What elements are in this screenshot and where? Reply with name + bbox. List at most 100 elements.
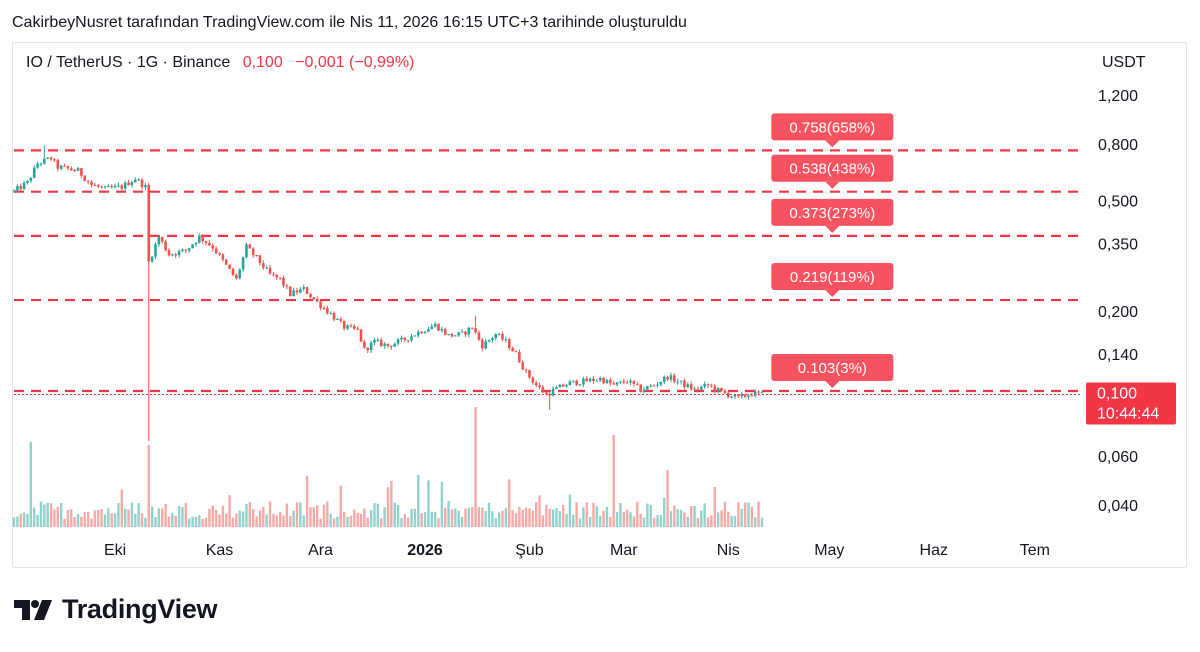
candle-body bbox=[56, 159, 60, 169]
target-label-text: 0.219(119%) bbox=[790, 269, 875, 286]
y-tick-label: 0,500 bbox=[1098, 194, 1138, 211]
candle-body bbox=[255, 255, 258, 257]
volume-bar bbox=[676, 509, 679, 527]
candle-body bbox=[518, 351, 521, 363]
volume-bar bbox=[228, 495, 231, 527]
volume-bar bbox=[619, 503, 622, 527]
volume-bar bbox=[524, 507, 528, 527]
candle-body bbox=[646, 386, 649, 390]
candle-body bbox=[154, 244, 157, 257]
volume-bar bbox=[679, 509, 683, 527]
symbol-legend[interactable]: IO / TetherUS · 1G · Binance 0,100 −0,00… bbox=[26, 54, 414, 72]
candle-body bbox=[673, 375, 676, 382]
volume-bar bbox=[245, 503, 248, 527]
volume-bar bbox=[319, 518, 322, 527]
candle-body bbox=[548, 393, 551, 396]
candle-body bbox=[86, 180, 90, 182]
candle-body bbox=[649, 385, 653, 387]
volume-bar bbox=[427, 480, 430, 527]
volume-bar bbox=[235, 513, 238, 527]
candle-body bbox=[497, 333, 501, 335]
volume-bar bbox=[43, 504, 46, 527]
volume-bar bbox=[309, 507, 312, 527]
candle-body bbox=[359, 329, 363, 342]
volume-bar bbox=[612, 435, 615, 527]
target-label: 0.538(438%) bbox=[771, 154, 894, 189]
volume-bar bbox=[713, 487, 716, 527]
candle-body bbox=[251, 248, 255, 256]
candle-body bbox=[470, 327, 474, 329]
volume-bar bbox=[161, 508, 164, 527]
candle-body bbox=[282, 277, 285, 286]
volume-bar bbox=[548, 508, 551, 527]
candle-body bbox=[107, 186, 110, 188]
x-tick-label: May bbox=[814, 542, 844, 559]
candle-body bbox=[507, 339, 511, 349]
volume-bar bbox=[706, 517, 710, 527]
volume-bar bbox=[167, 516, 171, 527]
volume-bar bbox=[353, 509, 356, 527]
candle-body bbox=[605, 379, 609, 384]
candle-body bbox=[295, 290, 299, 293]
candle-body bbox=[538, 385, 541, 388]
volume-bar bbox=[467, 507, 471, 527]
candle-body bbox=[669, 375, 673, 380]
volume-bar bbox=[572, 514, 575, 527]
volume-bar bbox=[730, 515, 733, 527]
candle-body bbox=[59, 165, 63, 169]
candle-body bbox=[545, 392, 548, 394]
volume-bar bbox=[693, 505, 696, 527]
volume-bar bbox=[221, 505, 225, 527]
x-tick-label: Haz bbox=[920, 542, 948, 559]
candle-body bbox=[720, 387, 723, 391]
volume-bar bbox=[457, 510, 460, 527]
target-label-text: 0.103(3%) bbox=[798, 360, 867, 377]
candle-body bbox=[373, 339, 376, 343]
volume-bar bbox=[703, 503, 706, 527]
candle-body bbox=[464, 331, 467, 335]
tradingview-logo-icon bbox=[14, 599, 52, 620]
candle-body bbox=[133, 179, 137, 183]
target-label-text: 0.758(658%) bbox=[789, 119, 875, 136]
volume-bar bbox=[83, 511, 86, 527]
volume-bar bbox=[59, 502, 63, 527]
candle-body bbox=[491, 338, 494, 341]
volume-bar bbox=[622, 511, 626, 527]
volume-bar bbox=[568, 494, 572, 527]
volume-bar bbox=[117, 503, 120, 527]
candle-body bbox=[224, 259, 228, 265]
candle-body bbox=[561, 384, 565, 387]
candle-body bbox=[737, 394, 740, 397]
volume-bar bbox=[255, 516, 258, 527]
candle-body bbox=[679, 380, 683, 382]
candle-body bbox=[29, 177, 33, 181]
symbol-name: IO / TetherUS · 1G · Binance bbox=[26, 54, 231, 71]
candle-body bbox=[757, 391, 760, 393]
volume-bar bbox=[625, 509, 629, 527]
tradingview-logo[interactable]: TradingView bbox=[14, 594, 218, 625]
candle-body bbox=[578, 384, 582, 386]
volume-bar bbox=[538, 495, 541, 527]
volume-bar bbox=[63, 518, 66, 527]
candle-body bbox=[228, 264, 231, 269]
volume-bar bbox=[80, 517, 83, 527]
candle-body bbox=[662, 376, 666, 382]
candle-body bbox=[747, 395, 750, 397]
x-tick-label: Şub bbox=[515, 542, 544, 559]
volume-bar bbox=[669, 511, 673, 527]
candle-body bbox=[413, 335, 417, 337]
y-tick-label: 0,140 bbox=[1098, 347, 1138, 364]
candle-body bbox=[379, 339, 383, 346]
volume-bar bbox=[110, 513, 113, 527]
candle-body bbox=[524, 369, 528, 371]
target-label-pointer bbox=[825, 225, 840, 233]
volume-bar bbox=[305, 475, 309, 527]
volume-bar bbox=[56, 506, 59, 527]
volume-bar bbox=[123, 508, 127, 527]
candle-body bbox=[366, 347, 370, 351]
candle-body bbox=[400, 337, 403, 340]
target-label-box bbox=[771, 263, 894, 291]
volume-bar bbox=[659, 514, 663, 527]
candle-body bbox=[241, 257, 245, 270]
